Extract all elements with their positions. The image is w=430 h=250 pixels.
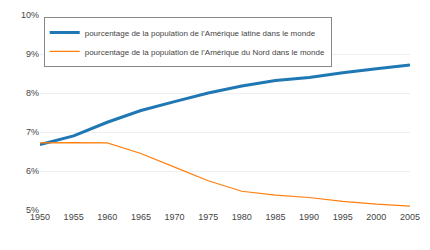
- svg-text:10%: 10%: [21, 10, 39, 20]
- svg-text:2000: 2000: [366, 212, 386, 222]
- svg-text:1965: 1965: [131, 212, 151, 222]
- svg-text:8%: 8%: [26, 88, 39, 98]
- svg-text:1950: 1950: [30, 212, 50, 222]
- svg-text:1955: 1955: [64, 212, 84, 222]
- svg-text:1975: 1975: [198, 212, 218, 222]
- svg-text:7%: 7%: [26, 127, 39, 137]
- svg-text:pourcentage de la population d: pourcentage de la population de l’Amériq…: [85, 48, 325, 57]
- svg-text:1985: 1985: [265, 212, 285, 222]
- svg-text:1970: 1970: [165, 212, 185, 222]
- svg-text:pourcentage de la population d: pourcentage de la population de l’Amériq…: [85, 29, 316, 38]
- svg-text:5%: 5%: [26, 205, 39, 215]
- svg-text:9%: 9%: [26, 49, 39, 59]
- svg-text:1995: 1995: [333, 212, 353, 222]
- svg-text:2005: 2005: [400, 212, 420, 222]
- svg-text:1980: 1980: [232, 212, 252, 222]
- svg-text:6%: 6%: [26, 166, 39, 176]
- svg-text:1990: 1990: [299, 212, 319, 222]
- svg-text:1960: 1960: [97, 212, 117, 222]
